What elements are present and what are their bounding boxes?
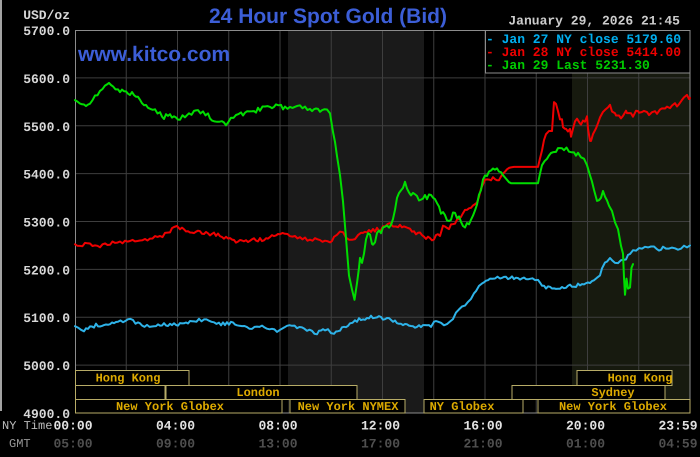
svg-text:00:00: 00:00 bbox=[53, 419, 92, 434]
svg-text:5300.0: 5300.0 bbox=[23, 216, 70, 231]
svg-text:23:59: 23:59 bbox=[658, 419, 697, 434]
svg-text:- Jan 29 Last 5231.30: - Jan 29 Last 5231.30 bbox=[486, 58, 650, 73]
svg-text:Hong Kong: Hong Kong bbox=[96, 372, 161, 386]
svg-text:www.kitco.com: www.kitco.com bbox=[77, 43, 230, 66]
svg-text:16:00: 16:00 bbox=[463, 419, 502, 434]
svg-text:Sydney: Sydney bbox=[591, 386, 634, 400]
svg-text:GMT: GMT bbox=[9, 437, 31, 451]
svg-text:4900.0: 4900.0 bbox=[23, 407, 70, 422]
svg-text:USD/oz: USD/oz bbox=[23, 8, 70, 23]
svg-text:5100.0: 5100.0 bbox=[23, 311, 70, 326]
svg-text:09:00: 09:00 bbox=[156, 437, 195, 452]
svg-text:5200.0: 5200.0 bbox=[23, 263, 70, 278]
svg-text:12:00: 12:00 bbox=[361, 419, 400, 434]
svg-text:08:00: 08:00 bbox=[258, 419, 297, 434]
svg-text:05:00: 05:00 bbox=[53, 437, 92, 452]
svg-text:- Jan 27 NY close 5179.60: - Jan 27 NY close 5179.60 bbox=[486, 32, 681, 47]
svg-text:5400.0: 5400.0 bbox=[23, 168, 70, 183]
svg-text:5000.0: 5000.0 bbox=[23, 359, 70, 374]
svg-text:20:00: 20:00 bbox=[566, 419, 605, 434]
svg-text:Hong Kong: Hong Kong bbox=[608, 372, 673, 386]
svg-text:New York NYMEX: New York NYMEX bbox=[298, 400, 400, 414]
svg-text:5500.0: 5500.0 bbox=[23, 120, 70, 135]
svg-text:24 Hour Spot Gold (Bid): 24 Hour Spot Gold (Bid) bbox=[209, 5, 447, 28]
svg-text:04:59: 04:59 bbox=[658, 437, 697, 452]
svg-text:- Jan 28 NY close 5414.00: - Jan 28 NY close 5414.00 bbox=[486, 45, 681, 60]
svg-text:5600.0: 5600.0 bbox=[23, 72, 70, 87]
svg-text:NY Globex: NY Globex bbox=[430, 400, 495, 414]
svg-text:New York Globex: New York Globex bbox=[116, 400, 224, 414]
svg-text:01:00: 01:00 bbox=[566, 437, 605, 452]
svg-text:5700.0: 5700.0 bbox=[23, 24, 70, 39]
svg-text:NY Time: NY Time bbox=[2, 419, 52, 433]
svg-text:London: London bbox=[236, 386, 279, 400]
svg-text:New York Globex: New York Globex bbox=[559, 400, 667, 414]
svg-text:17:00: 17:00 bbox=[361, 437, 400, 452]
svg-text:21:00: 21:00 bbox=[463, 437, 502, 452]
svg-text:04:00: 04:00 bbox=[156, 419, 195, 434]
svg-text:January 29, 2026 21:45: January 29, 2026 21:45 bbox=[508, 14, 680, 29]
svg-text:13:00: 13:00 bbox=[258, 437, 297, 452]
